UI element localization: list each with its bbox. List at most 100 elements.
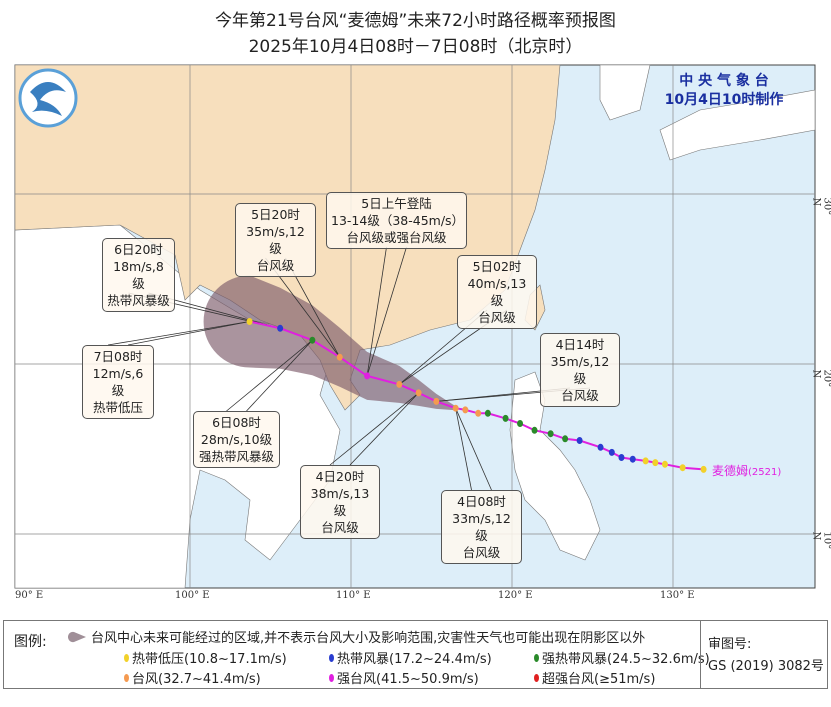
callout-line: 热带风暴级 bbox=[107, 293, 170, 308]
callout-line: 13-14级（38-45m/s） bbox=[331, 213, 465, 228]
callout-line: 7日08时 bbox=[93, 349, 143, 364]
callout-line: 4日14时 bbox=[555, 337, 605, 352]
track-point-ts bbox=[629, 455, 636, 463]
forecast-callout: 5日02时 40m/s,13级 台风级 bbox=[457, 255, 537, 329]
typhoon-name: 麦德姆 bbox=[712, 464, 749, 478]
cone-swatch-icon bbox=[67, 631, 86, 642]
track-point-ty bbox=[415, 389, 422, 397]
callout-line: 33m/s,12级 bbox=[452, 511, 511, 543]
callout-line: 台风级 bbox=[321, 520, 359, 535]
cma-logo bbox=[18, 68, 78, 128]
forecast-callout: 7日08时 12m/s,6级热带低压 bbox=[82, 345, 154, 419]
track-point-td bbox=[642, 457, 649, 465]
callout-line: 台风级 bbox=[478, 310, 516, 325]
lat-label: 20° N bbox=[810, 369, 831, 388]
callout-line: 6日20时 bbox=[114, 242, 163, 257]
map-subtitle: 2025年10月4日08时－7日08时（北京时） bbox=[248, 37, 583, 57]
track-point-ts bbox=[277, 324, 284, 332]
callout-line: 热带低压 bbox=[92, 400, 143, 415]
callout-line: 5日上午登陆 bbox=[361, 196, 432, 211]
forecast-callout: 6日08时 28m/s,10级 强热带风暴级 bbox=[193, 411, 280, 468]
lat-label: 10° N bbox=[810, 531, 831, 550]
leader-line bbox=[246, 339, 313, 412]
track-point-ty bbox=[396, 380, 403, 388]
track-point-td bbox=[652, 459, 659, 467]
track-point-sts bbox=[502, 414, 509, 422]
callout-line: 6日08时 bbox=[212, 415, 261, 430]
legend-item-ts: 热带风暴(17.2~24.4m/s) bbox=[329, 648, 492, 667]
track-point-sts bbox=[484, 409, 491, 417]
review-number: GS (2019) 3082号 bbox=[708, 659, 824, 674]
callout-line: 5日20时 bbox=[251, 207, 300, 222]
leader-line bbox=[366, 246, 387, 376]
leader-line bbox=[127, 321, 250, 346]
intensity-dot-icon bbox=[329, 653, 334, 662]
lon-label: 100° E bbox=[175, 590, 210, 601]
intensity-dot-icon bbox=[124, 673, 129, 682]
typhoon-id: (2521) bbox=[748, 467, 782, 478]
track-point-td bbox=[700, 465, 707, 473]
typhoon-name-label: 麦德姆(2521) bbox=[712, 462, 781, 479]
callout-line: 12m/s,6级 bbox=[92, 366, 144, 398]
forecast-callout: 5日上午登陆 13-14级（38-45m/s） 台风级或强台风级 bbox=[326, 192, 467, 249]
lon-label: 120° E bbox=[498, 590, 533, 601]
leader-line bbox=[329, 392, 419, 466]
legend-cone: 台风中心未来可能经过的区域,并不表示台风大小及影响范围,灾害性天气也可能出现在阴… bbox=[66, 627, 645, 646]
forecast-callout: 4日20时 38m/s,13级台风级 bbox=[300, 465, 380, 539]
intensity-dot-icon bbox=[124, 653, 129, 662]
track-point-ty bbox=[452, 404, 459, 412]
legend: 图例: 台风中心未来可能经过的区域,并不表示台风大小及影响范围,灾害性天气也可能… bbox=[3, 620, 828, 689]
current-position-callout: 4日08时 33m/s,12级 台风级 bbox=[441, 490, 522, 564]
forecast-callout: 5日20时 35m/s,12级台风级 bbox=[235, 203, 316, 277]
intensity-dot-icon bbox=[534, 653, 539, 662]
track-point-ts bbox=[608, 448, 615, 456]
leader-line bbox=[226, 339, 313, 412]
legend-item-sty: 强台风(41.5~50.9m/s) bbox=[329, 668, 479, 687]
callout-line: 4日20时 bbox=[315, 469, 365, 484]
intensity-dot-icon bbox=[534, 673, 539, 682]
callout-line: 18m/s,8级 bbox=[113, 259, 164, 291]
leader-line bbox=[366, 246, 407, 377]
legend-item-ty: 台风(32.7~41.4m/s) bbox=[124, 668, 261, 687]
leader-line bbox=[455, 408, 472, 491]
forecast-callout: 4日14时 35m/s,12级台风级 bbox=[540, 333, 620, 407]
track-points bbox=[246, 318, 707, 473]
track-point-sts bbox=[309, 336, 316, 344]
probability-cone bbox=[203, 275, 456, 411]
track-point-ts bbox=[597, 443, 604, 451]
forecast-callout: 6日20时 18m/s,8级热带风暴级 bbox=[102, 238, 175, 312]
lon-label: 130° E bbox=[660, 590, 695, 601]
track-point-ts bbox=[576, 437, 583, 444]
track-point-sts bbox=[531, 426, 538, 434]
callout-line: 35m/s,12级 bbox=[550, 354, 610, 386]
leader-line bbox=[455, 408, 492, 491]
track-point-td bbox=[679, 464, 686, 472]
track-point-ty bbox=[336, 353, 343, 361]
callout-line: 强热带风暴级 bbox=[198, 449, 274, 464]
legend-item-td: 热带低压(10.8~17.1m/s) bbox=[124, 648, 287, 667]
review-label: 审图号: bbox=[708, 637, 752, 652]
track-point-sts bbox=[562, 435, 569, 443]
land-japan-korea bbox=[599, 64, 816, 161]
legend-item-supty: 超强台风(≥51m/s) bbox=[534, 668, 655, 687]
lat-label: 30° N bbox=[810, 197, 831, 216]
issue-time: 10月4日10时制作 bbox=[664, 92, 784, 108]
legend-title: 图例: bbox=[14, 634, 47, 650]
leader-line bbox=[349, 392, 419, 466]
callout-line: 台风级或强台风级 bbox=[346, 230, 447, 245]
track-point-ts bbox=[618, 454, 625, 461]
land-philippines bbox=[509, 371, 601, 561]
callout-line: 35m/s,12级 bbox=[246, 224, 305, 256]
callout-line: 台风级 bbox=[256, 258, 295, 273]
track-point-td bbox=[661, 460, 668, 468]
legend-item-sts: 强热带风暴(24.5~32.6m/s) bbox=[534, 648, 710, 667]
track-point-ty bbox=[475, 409, 482, 417]
lon-label: 110° E bbox=[336, 590, 371, 601]
intensity-dot-icon bbox=[329, 673, 334, 682]
legend-divider bbox=[700, 621, 701, 688]
track-point-ty bbox=[433, 397, 440, 405]
track-point-ty bbox=[462, 406, 469, 414]
callout-line: 台风级 bbox=[561, 388, 599, 403]
callout-line: 38m/s,13级 bbox=[310, 486, 370, 518]
callout-line: 5日02时 bbox=[472, 259, 522, 274]
